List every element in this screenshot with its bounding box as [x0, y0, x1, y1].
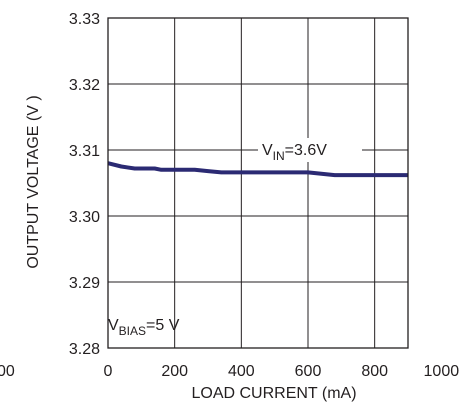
x-tick-label: 1000: [424, 363, 460, 380]
series-layer: [107, 161, 408, 178]
grid: [108, 18, 408, 348]
series-line: [107, 161, 408, 178]
vin-annotation-sub: IN: [273, 149, 285, 163]
y-tick-label: 3.32: [69, 77, 100, 94]
y-axis-title: OUTPUT VOLTAGE (V ): [25, 95, 42, 268]
vin-annotation-rest: =3.6V: [285, 142, 328, 159]
x-tick-label: 200: [161, 363, 188, 380]
y-tick-label: 3.28: [69, 341, 100, 358]
vbias-annotation: VBIAS=5 V: [108, 317, 180, 338]
x-axis-title: LOAD CURRENT (mA): [191, 385, 356, 402]
y-tick-label: 3.30: [69, 209, 100, 226]
left-edge-tick-label: 00: [0, 363, 15, 380]
plot-frame: [107, 17, 409, 349]
x-tick-label: 400: [228, 363, 255, 380]
x-tick-label: 800: [361, 363, 388, 380]
vin-annotation: VIN=3.6V: [262, 142, 327, 163]
vbias-annotation-sub: BIAS: [119, 324, 146, 338]
y-tick-label: 3.29: [69, 275, 100, 292]
y-tick-label: 3.31: [69, 143, 100, 160]
x-tick-label: 0: [104, 363, 113, 380]
tick-labels: 3.28 3.29 3.30 3.31 3.32 3.33 0 200 400 600 800 100…: [69, 11, 459, 380]
y-tick-label: 3.33: [69, 11, 100, 28]
x-tick-label: 600: [295, 363, 322, 380]
vin-label-background: [258, 138, 362, 162]
vbias-annotation-main: V: [108, 317, 119, 334]
vin-annotation-main: V: [262, 142, 273, 159]
vbias-annotation-rest: =5 V: [146, 317, 180, 334]
